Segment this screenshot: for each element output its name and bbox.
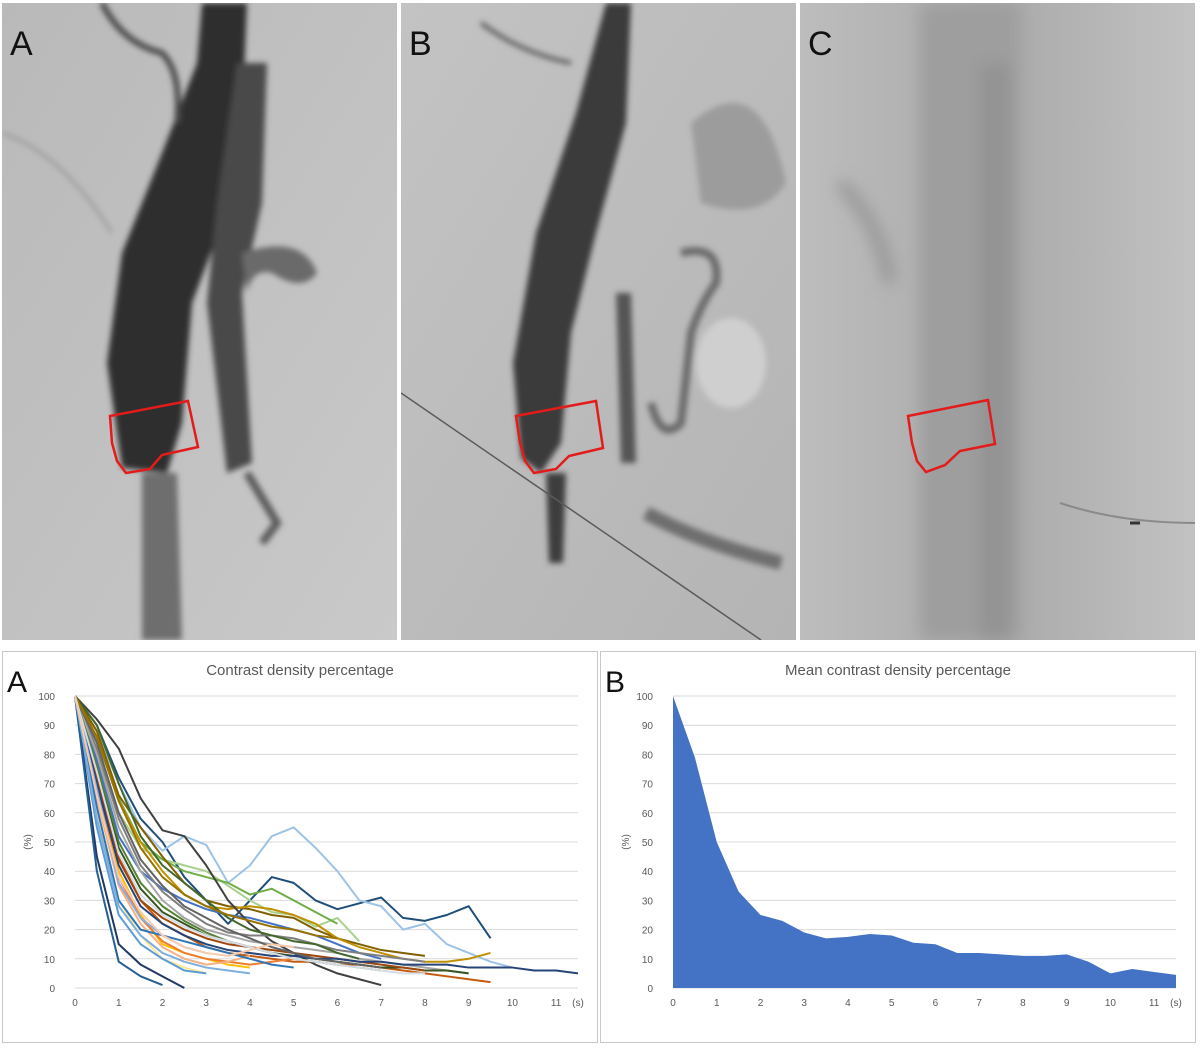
x-tick-label: 11 — [551, 998, 562, 1009]
series-line-26 — [74, 695, 163, 987]
series-line-13 — [74, 695, 207, 975]
series-line-17 — [74, 695, 426, 963]
x-tick-label: 0 — [72, 998, 78, 1009]
series-line-25 — [74, 695, 360, 960]
x-tick-label: 10 — [1105, 998, 1117, 1009]
y-tick-label: 50 — [44, 838, 56, 849]
y-tick-label: 10 — [642, 955, 654, 966]
series-line-22 — [74, 695, 579, 975]
x-tick-label: 7 — [976, 998, 982, 1009]
x-tick-label: 2 — [758, 998, 764, 1009]
x-tick-label: 3 — [203, 998, 209, 1009]
y-tick-label: 60 — [642, 809, 654, 820]
y-tick-label: 70 — [44, 780, 56, 791]
x-tick-label: 3 — [801, 998, 807, 1009]
x-axis-label: (s) — [572, 998, 584, 1009]
y-tick-label: 30 — [44, 896, 56, 907]
angiogram-panel-c: C — [800, 3, 1195, 640]
y-tick-label: 60 — [44, 809, 56, 820]
y-tick-label: 90 — [44, 721, 56, 732]
line-chart: 0 10 20 30 40 50 60 70 80 90 100 0 1 2 3 4 5 6 7 8 9 10 11 (s) (… — [23, 692, 584, 1009]
x-axis-label: (s) — [1170, 998, 1182, 1009]
x-tick-label: 6 — [335, 998, 341, 1009]
series-line-28 — [74, 695, 338, 940]
chart-panel-b: B Mean contrast density percentage 0 10 20… — [600, 651, 1196, 1043]
series-line-11 — [74, 695, 251, 966]
chart-title: Mean contrast density percentage — [785, 662, 1011, 679]
x-tick-label: 8 — [1020, 998, 1026, 1009]
chart-letter: A — [7, 666, 28, 699]
y-tick-label: 30 — [642, 896, 654, 907]
series-line-2 — [74, 695, 513, 969]
chart-letter: B — [605, 666, 626, 699]
area-chart: 0 10 20 30 40 50 60 70 80 90 100 0 1 2 3 4 5 6 7 8 9 10 11 (s) (… — [621, 692, 1182, 1009]
y-tick-label: 0 — [49, 984, 55, 995]
area-series — [673, 696, 1176, 988]
x-tick-label: 4 — [247, 998, 253, 1009]
roi-outline — [108, 399, 200, 475]
y-tick-label: 20 — [642, 926, 654, 937]
y-tick-label: 20 — [44, 926, 56, 937]
series-line-24 — [74, 695, 382, 969]
y-tick-label: 10 — [44, 955, 56, 966]
chart-panel-a: A Contrast density percentage 0 10 20 30 40 5… — [2, 651, 598, 1043]
angiogram-image — [2, 3, 397, 640]
roi-outline — [906, 398, 997, 474]
y-tick-label: 90 — [642, 721, 654, 732]
x-tick-label: 2 — [160, 998, 166, 1009]
series-line-29 — [74, 695, 425, 975]
y-axis-label: (%) — [23, 834, 34, 850]
angiogram-image — [401, 3, 796, 640]
x-tick-label: 8 — [422, 998, 428, 1009]
y-tick-label: 50 — [642, 838, 654, 849]
panel-letter: A — [10, 25, 33, 63]
x-tick-label: 9 — [466, 998, 472, 1009]
y-tick-label: 40 — [642, 867, 654, 878]
x-tick-label: 5 — [889, 998, 895, 1009]
x-tick-label: 9 — [1064, 998, 1070, 1009]
roi-outline — [514, 399, 605, 475]
x-tick-label: 10 — [507, 998, 519, 1009]
x-tick-label: 4 — [845, 998, 851, 1009]
panel-letter: B — [409, 25, 432, 63]
series-line-27 — [74, 695, 251, 975]
series-line-1 — [74, 695, 492, 939]
y-tick-label: 100 — [636, 692, 653, 703]
y-tick-label: 40 — [44, 867, 56, 878]
y-tick-label: 0 — [647, 984, 653, 995]
y-tick-label: 70 — [642, 780, 654, 791]
chart-title: Contrast density percentage — [206, 662, 394, 679]
series-line-16 — [74, 695, 382, 987]
x-tick-label: 0 — [670, 998, 676, 1009]
y-tick-label: 80 — [44, 750, 56, 761]
y-tick-label: 80 — [642, 750, 654, 761]
x-tick-label: 11 — [1149, 998, 1160, 1009]
series-line-15 — [74, 695, 185, 989]
panel-letter: C — [808, 25, 833, 63]
x-tick-label: 6 — [933, 998, 939, 1009]
angiogram-panel-a: A — [2, 3, 397, 640]
x-tick-label: 1 — [714, 998, 720, 1009]
x-tick-label: 5 — [291, 998, 297, 1009]
x-tick-label: 7 — [378, 998, 384, 1009]
x-tick-label: 1 — [116, 998, 122, 1009]
y-tick-label: 100 — [38, 692, 55, 703]
angiogram-image — [800, 3, 1195, 640]
series-line-12 — [74, 695, 294, 969]
angiogram-panel-b: B — [401, 3, 796, 640]
y-axis-label: (%) — [621, 834, 632, 850]
series-line-30 — [74, 695, 294, 957]
